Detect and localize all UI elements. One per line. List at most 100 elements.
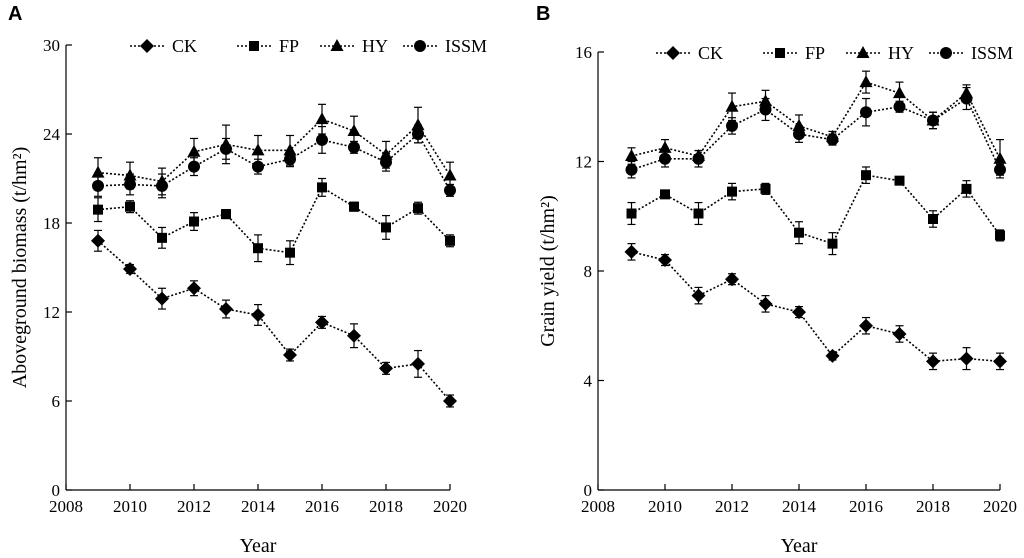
data-point bbox=[825, 348, 840, 363]
data-point bbox=[961, 183, 972, 194]
data-point bbox=[624, 244, 639, 259]
legend-label: ISSM bbox=[445, 36, 487, 56]
data-point bbox=[760, 183, 771, 194]
data-point bbox=[794, 227, 804, 238]
y-tick-label: 16 bbox=[575, 43, 592, 62]
data-point bbox=[347, 124, 361, 137]
data-point bbox=[793, 128, 805, 141]
data-point bbox=[155, 291, 169, 306]
series-hy bbox=[91, 103, 457, 196]
data-point bbox=[443, 394, 457, 408]
data-point bbox=[827, 238, 838, 249]
legend-label: CK bbox=[698, 43, 723, 63]
data-point bbox=[859, 318, 873, 333]
series-issm bbox=[625, 86, 1006, 179]
legend-item-hy: HY bbox=[320, 36, 388, 56]
data-point bbox=[658, 140, 672, 153]
legend: CK FP HY ISSM bbox=[130, 36, 487, 56]
x-tick-label: 2016 bbox=[305, 497, 339, 516]
data-point bbox=[926, 354, 940, 369]
legend-item-fp: FP bbox=[237, 36, 299, 56]
data-point bbox=[411, 356, 425, 371]
data-point bbox=[157, 232, 167, 243]
data-point bbox=[221, 209, 231, 220]
x-axis-title: Year bbox=[781, 535, 818, 557]
data-point bbox=[726, 119, 738, 132]
data-point bbox=[960, 92, 973, 105]
legend-item-issm: ISSM bbox=[929, 43, 1013, 63]
data-point bbox=[315, 315, 329, 330]
y-tick-label: 12 bbox=[43, 303, 60, 322]
data-point bbox=[285, 247, 295, 258]
data-point bbox=[93, 204, 103, 215]
x-tick-label: 2018 bbox=[369, 497, 403, 516]
data-point bbox=[994, 163, 1006, 176]
data-point bbox=[347, 328, 361, 343]
legend-item-ck: CK bbox=[656, 43, 723, 63]
data-point bbox=[860, 106, 872, 119]
legend-marker bbox=[140, 39, 154, 53]
legend-item-hy: HY bbox=[846, 43, 914, 63]
data-point bbox=[91, 233, 105, 248]
data-point bbox=[220, 142, 232, 155]
data-point bbox=[381, 222, 391, 233]
legend-marker bbox=[330, 39, 344, 51]
legend-marker bbox=[775, 48, 785, 58]
data-point bbox=[445, 235, 455, 246]
data-point bbox=[92, 179, 104, 192]
legend-label: ISSM bbox=[971, 43, 1013, 63]
data-point bbox=[861, 170, 871, 181]
x-tick-label: 2020 bbox=[983, 497, 1017, 516]
series-line bbox=[631, 174, 1001, 245]
data-point bbox=[894, 175, 905, 186]
x-tick-label: 2020 bbox=[433, 497, 467, 516]
y-tick-label: 8 bbox=[584, 262, 593, 281]
legend-item-ck: CK bbox=[130, 36, 197, 56]
data-point bbox=[758, 296, 773, 311]
series-issm bbox=[92, 124, 456, 199]
data-point bbox=[349, 201, 359, 212]
data-point bbox=[759, 103, 772, 116]
data-point bbox=[253, 243, 263, 254]
series-line bbox=[97, 186, 451, 254]
data-point bbox=[659, 152, 671, 165]
data-point bbox=[826, 133, 839, 146]
data-point bbox=[91, 165, 105, 178]
data-point bbox=[725, 99, 739, 112]
data-point bbox=[412, 128, 424, 140]
series-fp bbox=[93, 177, 455, 266]
data-point bbox=[219, 302, 233, 317]
y-axis-title: Aboveground biomass (t/hm²) bbox=[9, 147, 31, 389]
series-line bbox=[97, 132, 451, 191]
data-point bbox=[893, 86, 906, 99]
data-point bbox=[626, 208, 637, 219]
data-point bbox=[444, 184, 456, 197]
y-tick-label: 6 bbox=[52, 392, 61, 411]
data-point bbox=[380, 156, 392, 169]
data-point bbox=[691, 288, 706, 303]
series-line bbox=[631, 97, 1001, 171]
x-axis-title: Year bbox=[240, 535, 277, 557]
data-point bbox=[251, 307, 265, 322]
y-tick-label: 12 bbox=[575, 153, 592, 172]
legend-item-fp: FP bbox=[763, 43, 825, 63]
y-tick-label: 24 bbox=[43, 125, 61, 144]
data-point bbox=[189, 216, 199, 227]
data-point bbox=[893, 100, 906, 113]
x-tick-label: 2008 bbox=[49, 497, 83, 516]
legend-marker bbox=[249, 41, 259, 51]
legend-label: HY bbox=[362, 36, 388, 56]
data-point bbox=[123, 261, 137, 276]
data-point bbox=[658, 253, 672, 268]
legend-marker bbox=[666, 46, 680, 60]
legend-label: FP bbox=[805, 43, 825, 63]
data-point bbox=[625, 163, 638, 176]
data-point bbox=[727, 186, 737, 197]
x-tick-label: 2012 bbox=[715, 497, 749, 516]
legend-marker bbox=[856, 46, 870, 58]
panel-b-chart: B 0 4 8 12 16 2008 2010 2012 2014 2016 2018 2020 Grai… bbox=[536, 3, 1017, 557]
legend-label: HY bbox=[888, 43, 914, 63]
series-line bbox=[97, 240, 451, 402]
data-point bbox=[927, 114, 939, 127]
